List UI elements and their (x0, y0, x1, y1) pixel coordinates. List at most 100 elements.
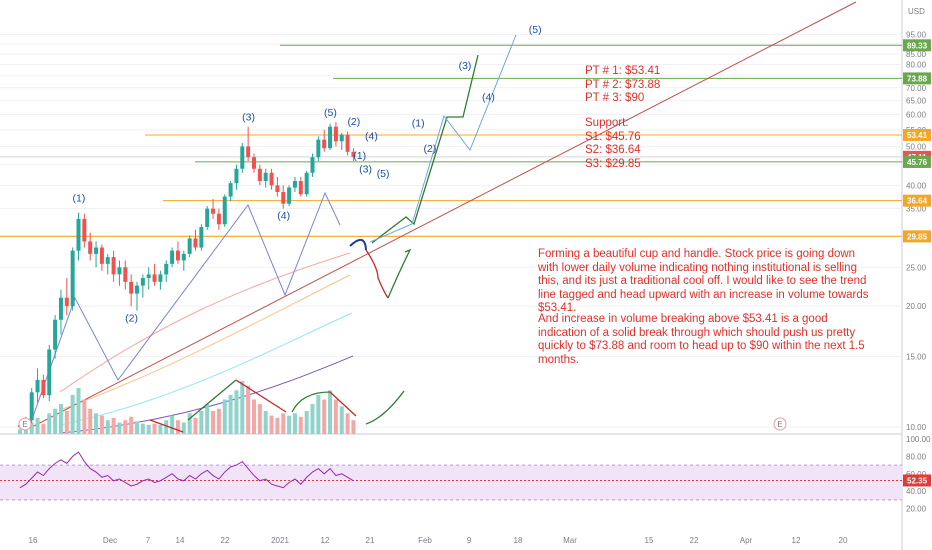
rsi-value-label: 52.35 (907, 476, 928, 485)
candle-body (234, 168, 239, 184)
y-tick-label: 10.00 (906, 423, 927, 432)
price-label-text: 73.88 (907, 74, 928, 83)
volume-bar (228, 394, 233, 434)
x-tick-label: Dec (103, 536, 117, 545)
time-axis[interactable]: 16 Dec 7 14 22 2021 12 21 Feb 9 18 Mar 15 22 Apr 12 20 (29, 536, 848, 545)
volume-bar (105, 420, 110, 434)
volume-bar (345, 413, 350, 434)
earnings-event-icon (773, 417, 787, 431)
y-tick-label: 40.00 (906, 181, 927, 190)
price-axis[interactable]: 10.0015.0020.0025.0030.0035.0040.0045.00… (903, 7, 931, 514)
bull-projection-green (371, 54, 479, 244)
trend-lines (29, 1, 857, 429)
ma-medium (59, 274, 351, 411)
price-label-tag (903, 39, 931, 52)
candle-body (333, 126, 338, 142)
volume-bar (252, 399, 256, 434)
candle-body (246, 146, 251, 158)
volume-bar (175, 420, 180, 434)
volume-bar (53, 408, 58, 434)
x-tick-label: Apr (740, 536, 753, 545)
wave-label: (4) (365, 131, 378, 143)
volume-bar (41, 423, 46, 434)
wave-label: (2) (347, 116, 360, 128)
volume-bar (135, 421, 139, 434)
volume-bar (99, 415, 104, 434)
candle-body (88, 241, 93, 254)
rsi-tick-label: 100.00 (906, 435, 931, 444)
currency-label: USD (908, 7, 925, 16)
volume-arrow (149, 419, 184, 433)
x-tick-label: Mar (563, 536, 577, 545)
x-tick-label: 9 (467, 536, 472, 545)
candle-body (310, 157, 315, 173)
volume-bar (216, 408, 221, 434)
candle-body (29, 392, 34, 421)
volume-arrow (187, 379, 237, 421)
wave-labels: (1) (2) (3) (4) (5) (2) (4) (1) (3) (5) (1) (2) (3) (… (73, 24, 542, 325)
wave-label: (4) (277, 210, 290, 222)
volume-bar (129, 416, 134, 434)
volume-arrow (365, 390, 405, 425)
horizontal-levels (0, 44, 902, 237)
volume-bar (111, 417, 116, 434)
candle-body (146, 274, 151, 279)
rsi-tick-label: 40.00 (906, 487, 927, 496)
volume-arrow (329, 391, 357, 417)
candle-body (111, 257, 116, 275)
candle-body (58, 297, 63, 320)
wave-label: (2) (424, 143, 437, 155)
volume-bar (58, 404, 63, 434)
y-tick-label: 60.00 (906, 111, 927, 120)
price-label-text: 36.64 (907, 197, 928, 206)
price-label-text: 53.41 (907, 131, 928, 140)
candle-body (135, 285, 139, 294)
x-tick-label: Feb (418, 536, 432, 545)
volume-bars (18, 381, 356, 434)
volume-bar (47, 413, 52, 434)
volume-bar (18, 429, 22, 434)
bull-projection-blue (369, 34, 517, 243)
volume-bar (82, 399, 87, 434)
volume-bar (88, 408, 93, 434)
volume-bar (339, 406, 344, 434)
wave-label: (3) (242, 112, 255, 124)
y-tick-label: 85.00 (906, 50, 927, 59)
candle-body (76, 218, 81, 251)
volume-bar (328, 390, 333, 434)
wave-label: (1) (353, 150, 366, 162)
candle-body (216, 213, 221, 225)
candle-body (82, 218, 87, 242)
candle-body (298, 181, 303, 195)
volume-bar (146, 424, 151, 434)
price-label-text: 29.85 (907, 232, 928, 241)
candle-body (316, 139, 321, 158)
volume-bar (263, 411, 268, 434)
price-targets-annotation: PT # 1: $53.41 PT # 2: $73.88 PT # 3: $9… (585, 65, 661, 105)
candle-body (263, 172, 268, 182)
rsi-band (0, 465, 902, 500)
candle-body (339, 134, 344, 142)
pullback-curve (349, 239, 367, 251)
candle-body (322, 139, 327, 149)
volume-bar (275, 417, 280, 434)
candle-body (47, 349, 52, 396)
volume-bar (158, 424, 163, 434)
volume-bar (152, 423, 157, 434)
candle-body (140, 278, 145, 286)
volume-arrow (235, 379, 287, 413)
wave-count-line (29, 191, 341, 426)
volume-bar (222, 399, 227, 434)
candle-body (257, 168, 262, 182)
x-tick-label: 12 (321, 536, 330, 545)
candle-body (252, 157, 256, 169)
volume-arrow (291, 391, 331, 413)
volume-bar (29, 422, 34, 434)
volume-bar (240, 381, 245, 434)
candle-body (170, 250, 175, 264)
candle-body (222, 196, 227, 225)
rsi-value-tag (903, 474, 931, 487)
candle-body (123, 267, 128, 282)
